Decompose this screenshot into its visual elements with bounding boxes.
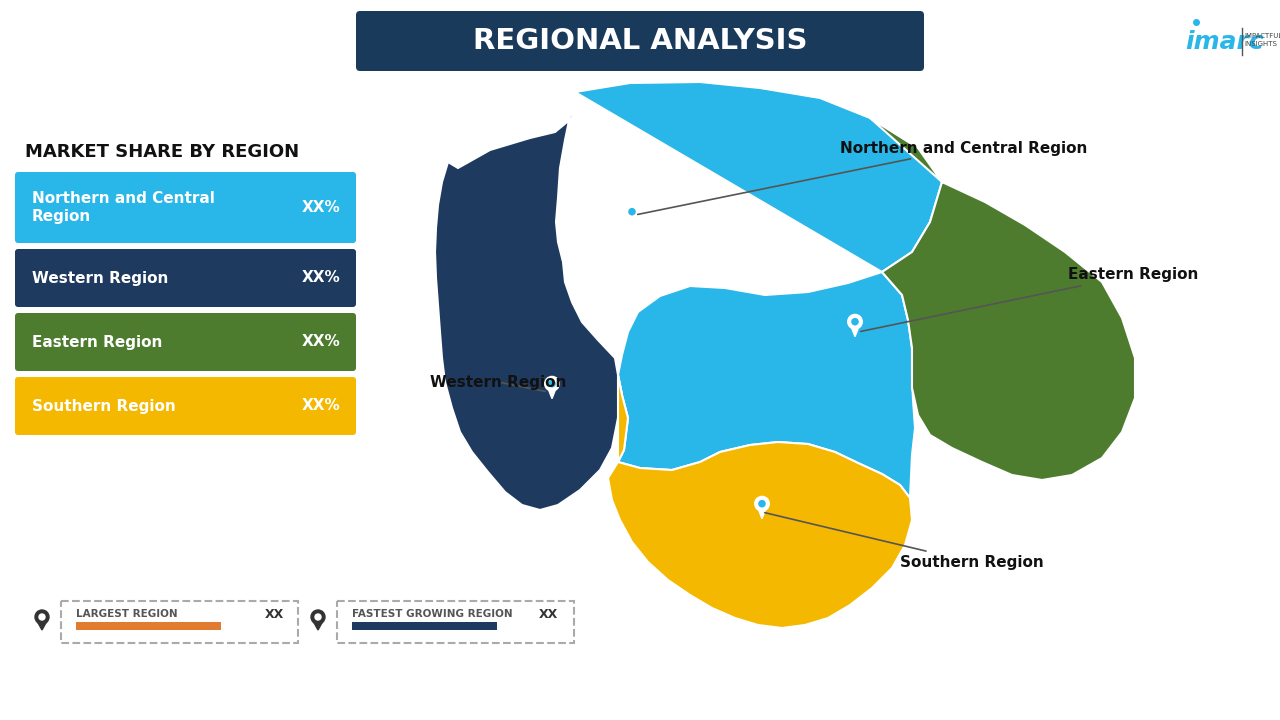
FancyBboxPatch shape <box>15 377 356 435</box>
FancyBboxPatch shape <box>337 601 573 643</box>
Text: Western Region: Western Region <box>32 271 169 286</box>
Circle shape <box>549 381 556 387</box>
FancyBboxPatch shape <box>15 249 356 307</box>
FancyBboxPatch shape <box>15 172 356 243</box>
FancyBboxPatch shape <box>61 601 298 643</box>
Text: Southern Region: Southern Region <box>764 513 1043 570</box>
FancyBboxPatch shape <box>356 11 924 71</box>
Polygon shape <box>575 82 942 498</box>
Text: Northern and Central Region: Northern and Central Region <box>637 140 1088 215</box>
Bar <box>352 622 497 630</box>
Text: XX: XX <box>539 608 558 621</box>
Bar <box>76 622 221 630</box>
Text: XX%: XX% <box>301 335 340 349</box>
Circle shape <box>35 610 49 624</box>
Text: Southern Region: Southern Region <box>32 398 175 413</box>
Text: REGIONAL ANALYSIS: REGIONAL ANALYSIS <box>472 27 808 55</box>
Text: imarc: imarc <box>1185 30 1263 54</box>
Text: Northern and Central
Region: Northern and Central Region <box>32 191 215 225</box>
Text: Eastern Region: Eastern Region <box>860 268 1198 331</box>
FancyBboxPatch shape <box>15 313 356 371</box>
Circle shape <box>38 614 45 620</box>
Text: XX%: XX% <box>301 398 340 413</box>
Text: XX%: XX% <box>301 271 340 286</box>
Text: XX: XX <box>265 608 284 621</box>
Text: Eastern Region: Eastern Region <box>32 335 163 349</box>
Polygon shape <box>758 508 765 518</box>
Polygon shape <box>314 621 323 630</box>
Circle shape <box>755 496 769 511</box>
Polygon shape <box>435 92 622 510</box>
Polygon shape <box>608 375 911 628</box>
Circle shape <box>311 610 325 624</box>
Polygon shape <box>628 217 636 227</box>
Circle shape <box>625 204 639 219</box>
Polygon shape <box>37 621 47 630</box>
Circle shape <box>759 500 765 507</box>
Text: LARGEST REGION: LARGEST REGION <box>76 609 178 619</box>
Circle shape <box>852 319 858 325</box>
Circle shape <box>847 315 863 329</box>
Polygon shape <box>851 327 859 337</box>
Circle shape <box>628 209 635 215</box>
Text: FASTEST GROWING REGION: FASTEST GROWING REGION <box>352 609 512 619</box>
Polygon shape <box>870 118 1135 480</box>
Text: Western Region: Western Region <box>430 374 566 392</box>
Circle shape <box>545 377 559 391</box>
Text: MARKET SHARE BY REGION: MARKET SHARE BY REGION <box>26 143 300 161</box>
Polygon shape <box>548 389 556 399</box>
Text: XX%: XX% <box>301 200 340 215</box>
Text: IMPACTFUL
INSIGHTS: IMPACTFUL INSIGHTS <box>1244 33 1280 47</box>
Circle shape <box>315 614 321 620</box>
